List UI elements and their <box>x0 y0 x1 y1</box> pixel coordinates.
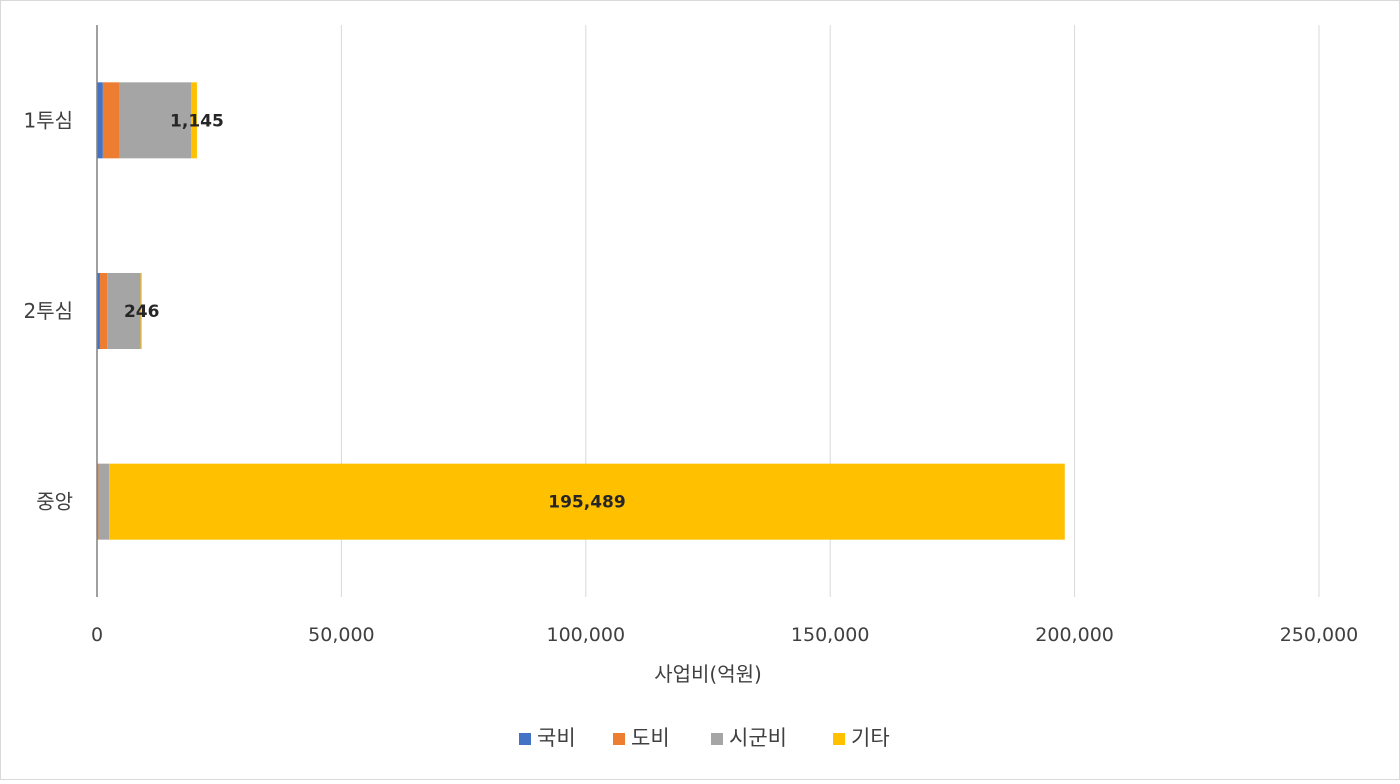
x-axis-ticks: 0 50,000 100,000 150,000 200,000 250,000 <box>91 624 1358 646</box>
category-label: 1투심 <box>23 108 73 132</box>
x-axis-title: 사업비(억원) <box>654 662 762 686</box>
legend-label: 국비 <box>537 726 576 750</box>
legend-swatch <box>613 733 625 745</box>
x-tick-label: 150,000 <box>791 624 870 646</box>
legend-swatch <box>519 733 531 745</box>
x-tick-label: 50,000 <box>308 624 374 646</box>
data-label: 1,145 <box>170 111 224 131</box>
legend-swatch <box>833 733 845 745</box>
bars <box>97 82 1065 539</box>
legend: 국비 도비 시군비 기타 <box>519 726 890 750</box>
bar-segment <box>103 82 119 158</box>
legend-swatch <box>711 733 723 745</box>
category-label: 중앙 <box>36 490 73 514</box>
legend-label: 도비 <box>631 726 670 750</box>
bar-segment <box>97 82 103 158</box>
bar-segment <box>100 273 107 349</box>
category-label: 2투심 <box>23 299 73 323</box>
data-label: 246 <box>124 302 160 322</box>
legend-label: 시군비 <box>729 726 787 750</box>
legend-label: 기타 <box>851 726 890 750</box>
x-tick-label: 0 <box>91 624 103 646</box>
x-tick-label: 200,000 <box>1035 624 1114 646</box>
data-label: 195,489 <box>548 493 625 513</box>
data-labels: 1,145 246 195,489 <box>124 111 626 512</box>
x-tick-label: 100,000 <box>547 624 626 646</box>
bar-segment <box>98 464 109 540</box>
x-tick-label: 250,000 <box>1280 624 1359 646</box>
